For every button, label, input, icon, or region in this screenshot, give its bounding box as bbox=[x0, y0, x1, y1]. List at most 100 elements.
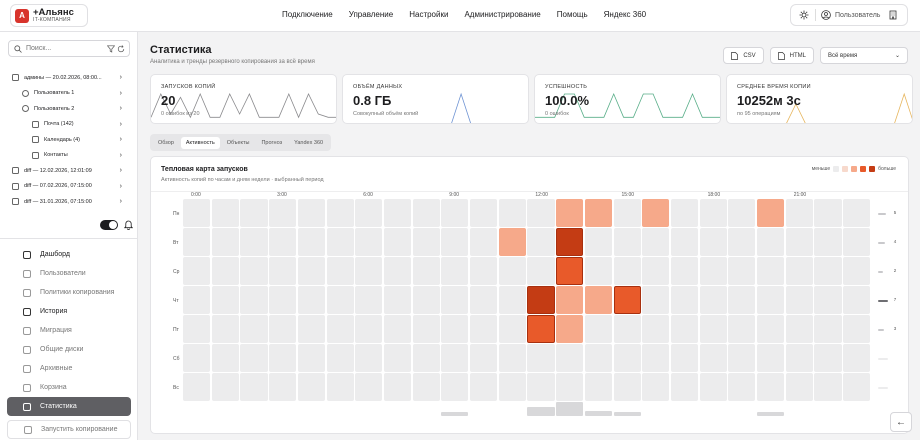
heatmap-cell[interactable] bbox=[383, 228, 412, 256]
tab-0[interactable]: Обзор bbox=[158, 139, 174, 146]
heatmap-cell[interactable] bbox=[470, 257, 498, 285]
heatmap-cell[interactable] bbox=[613, 344, 641, 372]
bell-icon[interactable] bbox=[124, 220, 133, 230]
heatmap-cell[interactable] bbox=[814, 228, 842, 256]
back-arrow-button[interactable]: ← bbox=[890, 412, 912, 432]
export-html-button[interactable]: HTML bbox=[769, 47, 814, 64]
heatmap-cell[interactable] bbox=[527, 373, 555, 401]
heatmap-cell[interactable] bbox=[642, 286, 670, 314]
heatmap-cell[interactable] bbox=[814, 257, 842, 285]
tree-item[interactable]: Пользователь 2 › bbox=[0, 101, 138, 117]
heatmap-cell[interactable] bbox=[297, 199, 325, 227]
heatmap-cell[interactable] bbox=[843, 344, 871, 372]
heatmap-cell[interactable] bbox=[757, 315, 785, 343]
heatmap-cell[interactable] bbox=[211, 257, 239, 285]
heatmap-cell[interactable] bbox=[441, 199, 469, 227]
heatmap-cell[interactable] bbox=[383, 199, 412, 227]
sidebar-item-migration[interactable]: Миграция bbox=[7, 321, 131, 340]
heatmap-cell[interactable] bbox=[269, 199, 297, 227]
heatmap-cell[interactable] bbox=[240, 199, 268, 227]
heatmap-cell[interactable] bbox=[556, 344, 584, 372]
heatmap-cell[interactable] bbox=[470, 228, 498, 256]
heatmap-cell[interactable] bbox=[383, 373, 412, 401]
heatmap-cell[interactable] bbox=[211, 228, 239, 256]
search-input[interactable] bbox=[26, 45, 86, 52]
tree-item[interactable]: Пользователь 1 › bbox=[0, 86, 138, 102]
heatmap-cell[interactable] bbox=[785, 344, 813, 372]
heatmap-cell[interactable] bbox=[785, 286, 813, 314]
heatmap-cell[interactable] bbox=[297, 373, 325, 401]
heatmap-cell[interactable] bbox=[355, 315, 383, 343]
chevron-right-icon[interactable]: › bbox=[119, 74, 122, 81]
heatmap-cell[interactable] bbox=[728, 373, 756, 401]
heatmap-cell[interactable] bbox=[326, 373, 354, 401]
heatmap-cell[interactable] bbox=[814, 315, 842, 343]
heatmap-cell[interactable] bbox=[240, 257, 268, 285]
heatmap-cell[interactable] bbox=[498, 373, 526, 401]
heatmap-cell[interactable] bbox=[355, 199, 383, 227]
heatmap-cell[interactable] bbox=[355, 373, 383, 401]
heatmap-cell[interactable] bbox=[728, 315, 756, 343]
heatmap-cell[interactable] bbox=[613, 257, 641, 285]
chevron-right-icon[interactable]: › bbox=[119, 136, 122, 143]
heatmap-cell[interactable] bbox=[441, 228, 469, 256]
heatmap-cell[interactable] bbox=[183, 344, 211, 372]
heatmap-cell[interactable] bbox=[240, 315, 268, 343]
heatmap-cell[interactable] bbox=[183, 286, 211, 314]
heatmap-cell[interactable] bbox=[441, 373, 469, 401]
heatmap-cell[interactable] bbox=[441, 344, 469, 372]
heatmap-cell[interactable] bbox=[211, 344, 239, 372]
export-csv-button[interactable]: CSV bbox=[723, 47, 764, 64]
heatmap-cell[interactable] bbox=[670, 373, 699, 401]
heatmap-cell[interactable] bbox=[814, 199, 842, 227]
heatmap-cell[interactable] bbox=[814, 373, 842, 401]
tree-item[interactable]: Почта (142) › bbox=[0, 117, 138, 133]
heatmap-cell[interactable] bbox=[814, 344, 842, 372]
heatmap-cell[interactable] bbox=[843, 373, 871, 401]
tree-item[interactable]: diff — 12.02.2026, 12:01:09 › bbox=[0, 163, 138, 179]
heatmap-cell[interactable] bbox=[240, 228, 268, 256]
heatmap-cell[interactable] bbox=[470, 315, 498, 343]
heatmap-cell[interactable] bbox=[670, 199, 699, 227]
heatmap-cell[interactable] bbox=[670, 286, 699, 314]
heatmap-cell[interactable] bbox=[412, 257, 440, 285]
heatmap-cell[interactable] bbox=[412, 199, 440, 227]
user-icon[interactable] bbox=[821, 10, 831, 20]
heatmap-cell[interactable] bbox=[757, 199, 785, 227]
heatmap-cell[interactable] bbox=[728, 344, 756, 372]
heatmap-cell[interactable] bbox=[670, 344, 699, 372]
heatmap-cell[interactable] bbox=[699, 228, 727, 256]
heatmap-cell[interactable] bbox=[527, 257, 555, 285]
heatmap-cell[interactable] bbox=[699, 286, 727, 314]
heatmap-cell[interactable] bbox=[269, 257, 297, 285]
tab-2[interactable]: Объекты bbox=[226, 139, 250, 146]
heatmap-cell[interactable] bbox=[211, 373, 239, 401]
heatmap-cell[interactable] bbox=[613, 373, 641, 401]
refresh-icon[interactable] bbox=[117, 45, 125, 53]
heatmap-cell[interactable] bbox=[470, 373, 498, 401]
heatmap-cell[interactable] bbox=[355, 286, 383, 314]
heatmap-cell[interactable] bbox=[613, 228, 641, 256]
heatmap-cell[interactable] bbox=[297, 315, 325, 343]
heatmap-cell[interactable] bbox=[843, 199, 871, 227]
heatmap-cell[interactable] bbox=[584, 199, 612, 227]
heatmap-cell[interactable] bbox=[527, 286, 555, 314]
heatmap-cell[interactable] bbox=[642, 315, 670, 343]
heatmap-cell[interactable] bbox=[527, 199, 555, 227]
heatmap-cell[interactable] bbox=[269, 315, 297, 343]
heatmap-cell[interactable] bbox=[498, 286, 526, 314]
heatmap-cell[interactable] bbox=[642, 228, 670, 256]
heatmap-cell[interactable] bbox=[785, 373, 813, 401]
heatmap-cell[interactable] bbox=[183, 257, 211, 285]
heatmap-cell[interactable] bbox=[584, 373, 612, 401]
heatmap-cell[interactable] bbox=[527, 344, 555, 372]
chevron-right-icon[interactable]: › bbox=[119, 182, 122, 190]
heatmap-cell[interactable] bbox=[757, 257, 785, 285]
heatmap-cell[interactable] bbox=[699, 199, 727, 227]
nav-help[interactable]: Помощь bbox=[556, 10, 588, 19]
heatmap-cell[interactable] bbox=[584, 257, 612, 285]
heatmap-cell[interactable] bbox=[757, 344, 785, 372]
heatmap-cell[interactable] bbox=[183, 199, 211, 227]
run-backup-button[interactable]: Запустить копирование bbox=[7, 420, 131, 439]
heatmap-cell[interactable] bbox=[269, 373, 297, 401]
